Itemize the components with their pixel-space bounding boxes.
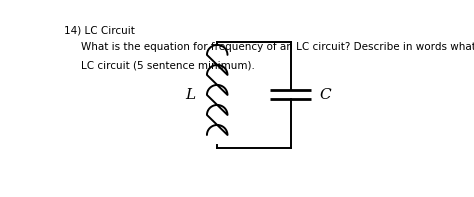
Text: LC circuit (5 sentence minimum).: LC circuit (5 sentence minimum). (82, 60, 255, 70)
Text: 14) LC Circuit: 14) LC Circuit (64, 25, 135, 35)
Text: L: L (185, 88, 195, 102)
Text: C: C (320, 88, 331, 102)
Text: What is the equation for frequency of an LC circuit? Describe in words what is h: What is the equation for frequency of an… (82, 42, 474, 52)
